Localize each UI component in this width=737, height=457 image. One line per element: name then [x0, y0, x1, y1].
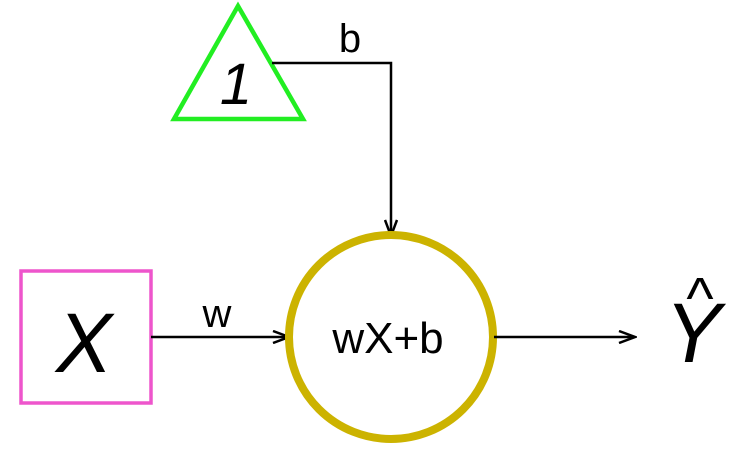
input-node-label: X — [54, 296, 115, 390]
output-node: ^ Y — [665, 266, 727, 380]
bias-node-label: 1 — [220, 52, 252, 117]
weight-edge: w — [151, 292, 289, 337]
output-hat: ^ — [686, 266, 713, 331]
sum-node: wX+b — [285, 231, 497, 443]
bias-edge-label: b — [339, 17, 361, 61]
bias-node: 1 — [170, 1, 307, 122]
sum-node-label: wX+b — [331, 314, 443, 363]
weight-edge-label: w — [202, 292, 232, 336]
input-node: X — [19, 269, 153, 405]
bias-triangle — [170, 1, 307, 122]
bias-edge: b — [272, 17, 391, 236]
output-node-label: Y — [665, 286, 727, 380]
sum-circle — [285, 231, 497, 443]
bias-edge-line — [272, 61, 391, 236]
